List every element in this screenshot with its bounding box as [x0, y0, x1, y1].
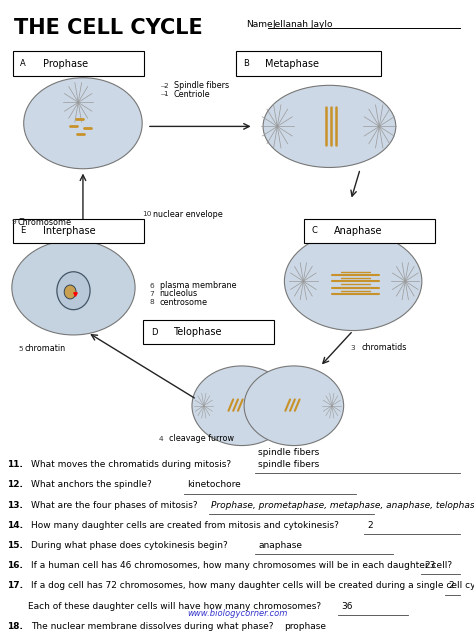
Text: 7: 7 [149, 291, 154, 297]
FancyBboxPatch shape [236, 51, 381, 76]
Text: 10: 10 [142, 211, 152, 217]
FancyBboxPatch shape [143, 320, 274, 344]
Text: 14.: 14. [7, 521, 23, 530]
Text: THE CELL CYCLE: THE CELL CYCLE [14, 18, 203, 39]
Text: chromatin: chromatin [25, 344, 66, 353]
Text: C: C [312, 226, 318, 236]
Text: prophase: prophase [284, 622, 327, 631]
Text: If a human cell has 46 chromosomes, how many chromosomes will be in each daughte: If a human cell has 46 chromosomes, how … [31, 561, 452, 570]
Text: 13.: 13. [7, 501, 23, 509]
Text: Centriole: Centriole [174, 90, 210, 99]
Text: Chromosome: Chromosome [18, 218, 72, 227]
Text: 15.: 15. [7, 541, 23, 550]
Text: anaphase: anaphase [258, 541, 302, 550]
Text: Interphase: Interphase [43, 226, 95, 236]
Text: chromatids: chromatids [361, 343, 407, 352]
Text: 17.: 17. [7, 581, 23, 590]
Text: 4: 4 [159, 435, 164, 442]
Text: nuclear envelope: nuclear envelope [153, 210, 222, 219]
Text: 18.: 18. [7, 622, 23, 631]
Text: spindle fibers: spindle fibers [258, 460, 319, 469]
Ellipse shape [24, 78, 142, 169]
Text: 12.: 12. [7, 480, 23, 489]
Text: 9: 9 [12, 219, 17, 226]
Text: 36: 36 [341, 602, 353, 611]
Text: What moves the chromatids during mitosis?: What moves the chromatids during mitosis… [31, 460, 231, 469]
Text: Each of these daughter cells will have how many chromosomes?: Each of these daughter cells will have h… [28, 602, 321, 611]
Ellipse shape [263, 85, 396, 167]
Text: Telophase: Telophase [173, 327, 221, 337]
Text: cleavage furrow: cleavage furrow [169, 434, 234, 443]
Ellipse shape [284, 232, 422, 331]
Text: 2: 2 [367, 521, 373, 530]
Ellipse shape [64, 285, 76, 299]
Text: Jellanah Jaylo: Jellanah Jaylo [273, 20, 333, 29]
Text: How many daughter cells are created from mitosis and cytokinesis?: How many daughter cells are created from… [31, 521, 339, 530]
Text: Prophase, prometaphase, metaphase, anaphase, telophase: Prophase, prometaphase, metaphase, anaph… [211, 501, 474, 509]
Text: kinetochore: kinetochore [187, 480, 241, 489]
Text: If a dog cell has 72 chromosomes, how many daughter cells will be created during: If a dog cell has 72 chromosomes, how ma… [31, 581, 474, 590]
Text: plasma membrane: plasma membrane [160, 281, 236, 290]
FancyBboxPatch shape [304, 219, 435, 243]
Text: 5: 5 [19, 346, 24, 352]
Text: 3: 3 [351, 344, 356, 351]
Ellipse shape [57, 272, 90, 310]
Text: nucleolus: nucleolus [160, 289, 198, 298]
FancyBboxPatch shape [13, 51, 144, 76]
Text: What anchors the spindle?: What anchors the spindle? [31, 480, 152, 489]
Text: Spindle fibers: Spindle fibers [174, 82, 229, 90]
Ellipse shape [12, 240, 135, 335]
Ellipse shape [192, 366, 292, 446]
Text: What are the four phases of mitosis?: What are the four phases of mitosis? [31, 501, 198, 509]
Text: www.biologycorner.com: www.biologycorner.com [187, 609, 287, 618]
Text: 2: 2 [164, 83, 168, 89]
Text: Metaphase: Metaphase [265, 59, 319, 68]
Text: 11.: 11. [7, 460, 23, 469]
Text: Prophase: Prophase [43, 59, 88, 68]
Text: 1: 1 [164, 91, 168, 97]
Text: 6: 6 [149, 283, 154, 289]
Text: A: A [20, 59, 26, 68]
Text: spindle fibers: spindle fibers [258, 448, 319, 457]
Text: 23: 23 [424, 561, 436, 570]
Text: Name: Name [246, 20, 273, 29]
FancyBboxPatch shape [13, 219, 144, 243]
Text: B: B [243, 59, 249, 68]
Text: 8: 8 [149, 299, 154, 305]
Text: During what phase does cytokinesis begin?: During what phase does cytokinesis begin… [31, 541, 228, 550]
Text: D: D [151, 327, 157, 337]
Text: 16.: 16. [7, 561, 23, 570]
Ellipse shape [244, 366, 344, 446]
Text: Anaphase: Anaphase [334, 226, 383, 236]
Text: 2: 2 [448, 581, 454, 590]
Text: The nuclear membrane dissolves during what phase?: The nuclear membrane dissolves during wh… [31, 622, 273, 631]
Text: centrosome: centrosome [160, 298, 208, 307]
Text: E: E [20, 226, 26, 236]
